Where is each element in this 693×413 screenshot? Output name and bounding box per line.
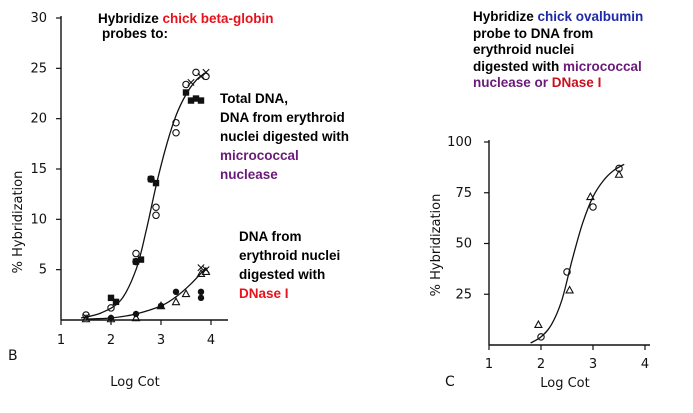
panel-c-title-enzyme1: micrococcal [563,58,642,74]
cross-marker [202,266,210,274]
panel-c-title-probe: chick ovalbumin [537,9,644,24]
y-axis-title: % Hybridization [11,171,26,274]
open-circle-marker [172,129,180,137]
x-tick-label: 2 [107,333,115,348]
filled-square-marker [112,298,120,306]
y-tick-label: 30 [30,11,47,26]
open-triangle-marker [171,297,181,306]
panel-b-chart: 5 10 15 20 25 30 1 2 3 4 Log Cot % Hybridization B [8,11,228,390]
y-tick-label: 25 [30,61,47,76]
panel-c-title-line3: erythroid nuclei [473,42,575,57]
dnase-dna-line3: digested with [239,267,326,282]
filled-circle-marker [197,294,205,302]
open-circle-marker [192,68,200,77]
dnase-dna-line4: DNase I [239,286,289,301]
panel-c-title-line2: probe to DNA from [473,25,594,41]
open-triangle-marker [81,314,91,323]
total-dna-line5: nuclease [220,167,278,182]
x-tick-label: 4 [207,333,215,348]
panel-b-title-probe: chick beta-globin [162,11,274,26]
panel-label: B [8,348,18,364]
filled-square-marker [187,97,195,104]
open-circle-marker [132,249,140,258]
filled-square-marker [197,97,205,104]
y-tick-label: 25 [455,287,472,302]
y-tick-label: 100 [447,135,472,150]
filled-circle-marker [107,314,115,322]
open-circle-marker [172,118,180,127]
open-circle-marker [152,211,160,220]
filled-circle-marker [197,288,205,296]
x-tick-label: 1 [57,333,65,348]
total-dna-line4: micrococcal [220,148,299,163]
panel-c-title-line4-prefix: digested with [473,58,564,74]
x-axis-title: Log Cot [540,376,589,391]
x-tick-label: 3 [589,357,597,372]
x-tick-label: 1 [485,357,493,372]
y-axis-title: % Hybridization [429,194,444,297]
filled-square-marker [152,179,160,187]
panel-b-title: Hybridize chick beta-globin probes to: [98,11,274,41]
open-triangle-marker [106,314,116,323]
open-triangle-marker [565,285,575,294]
open-circle-marker [147,175,155,183]
open-circle-marker [589,203,597,211]
total-dna-annotation: Total DNA, DNA from erythroid nuclei dig… [220,89,349,184]
open-triangle-marker [533,319,543,329]
panel-c-title-enzyme2: DNase I [551,75,602,90]
panel-label: C [445,374,455,390]
x-tick-label: 3 [157,333,165,348]
dnase-dna-line2: erythroid nuclei [239,248,341,263]
open-triangle-marker [614,169,624,178]
y-tick-label: 75 [455,186,472,201]
cross-marker [187,78,195,87]
cross-marker [202,68,210,76]
filled-square-marker [192,95,200,102]
open-circle-marker [82,311,90,319]
open-circle-marker [152,203,160,212]
filled-square-marker [147,175,155,183]
panel-c-title-prefix: Hybridize [473,9,538,24]
x-tick-label: 4 [641,357,649,372]
panel-c-title-line5-prefix: nuclease or [473,75,552,90]
cross-marker [197,72,205,80]
filled-square-marker [182,89,190,96]
total-dna-line3: nuclei digested with [220,129,350,144]
panel-c-chart: 25 50 75 100 1 2 3 4 Log Cot % Hybridization C [429,135,650,391]
open-circle-marker [202,72,210,81]
y-tick-label: 5 [39,263,47,278]
filled-circle-marker [172,288,180,296]
filled-square-marker [137,256,145,263]
open-triangle-marker [131,313,141,322]
panel-c-title: Hybridize chick ovalbumin probe to DNA f… [473,9,643,92]
x-axis-title: Log Cot [110,375,159,390]
open-triangle-marker [181,289,191,298]
panel-b-title-line2: probes to: [102,26,168,41]
y-tick-label: 15 [30,162,47,177]
dnase-dna-annotation: DNA from erythroid nuclei digested with … [239,227,340,303]
fit-curve [530,163,625,344]
y-tick-label: 50 [455,237,472,252]
x-tick-label: 2 [537,357,545,372]
open-triangle-marker [585,191,595,201]
dnase-dna-line1: DNA from [239,229,302,244]
filled-square-marker [107,294,115,302]
y-tick-label: 20 [30,112,47,127]
total-dna-line1: Total DNA, [220,91,288,106]
open-circle-marker [537,333,545,341]
fit-curve [80,71,207,319]
filled-square-marker [132,258,140,265]
y-tick-label: 10 [30,212,47,227]
open-circle-marker [132,257,140,266]
open-circle-marker [107,304,115,312]
total-dna-line2: DNA from erythroid [220,110,345,125]
panel-b-title-prefix: Hybridize [98,11,163,26]
open-triangle-marker [156,301,166,310]
open-circle-marker [563,268,571,276]
cross-marker [197,264,205,272]
